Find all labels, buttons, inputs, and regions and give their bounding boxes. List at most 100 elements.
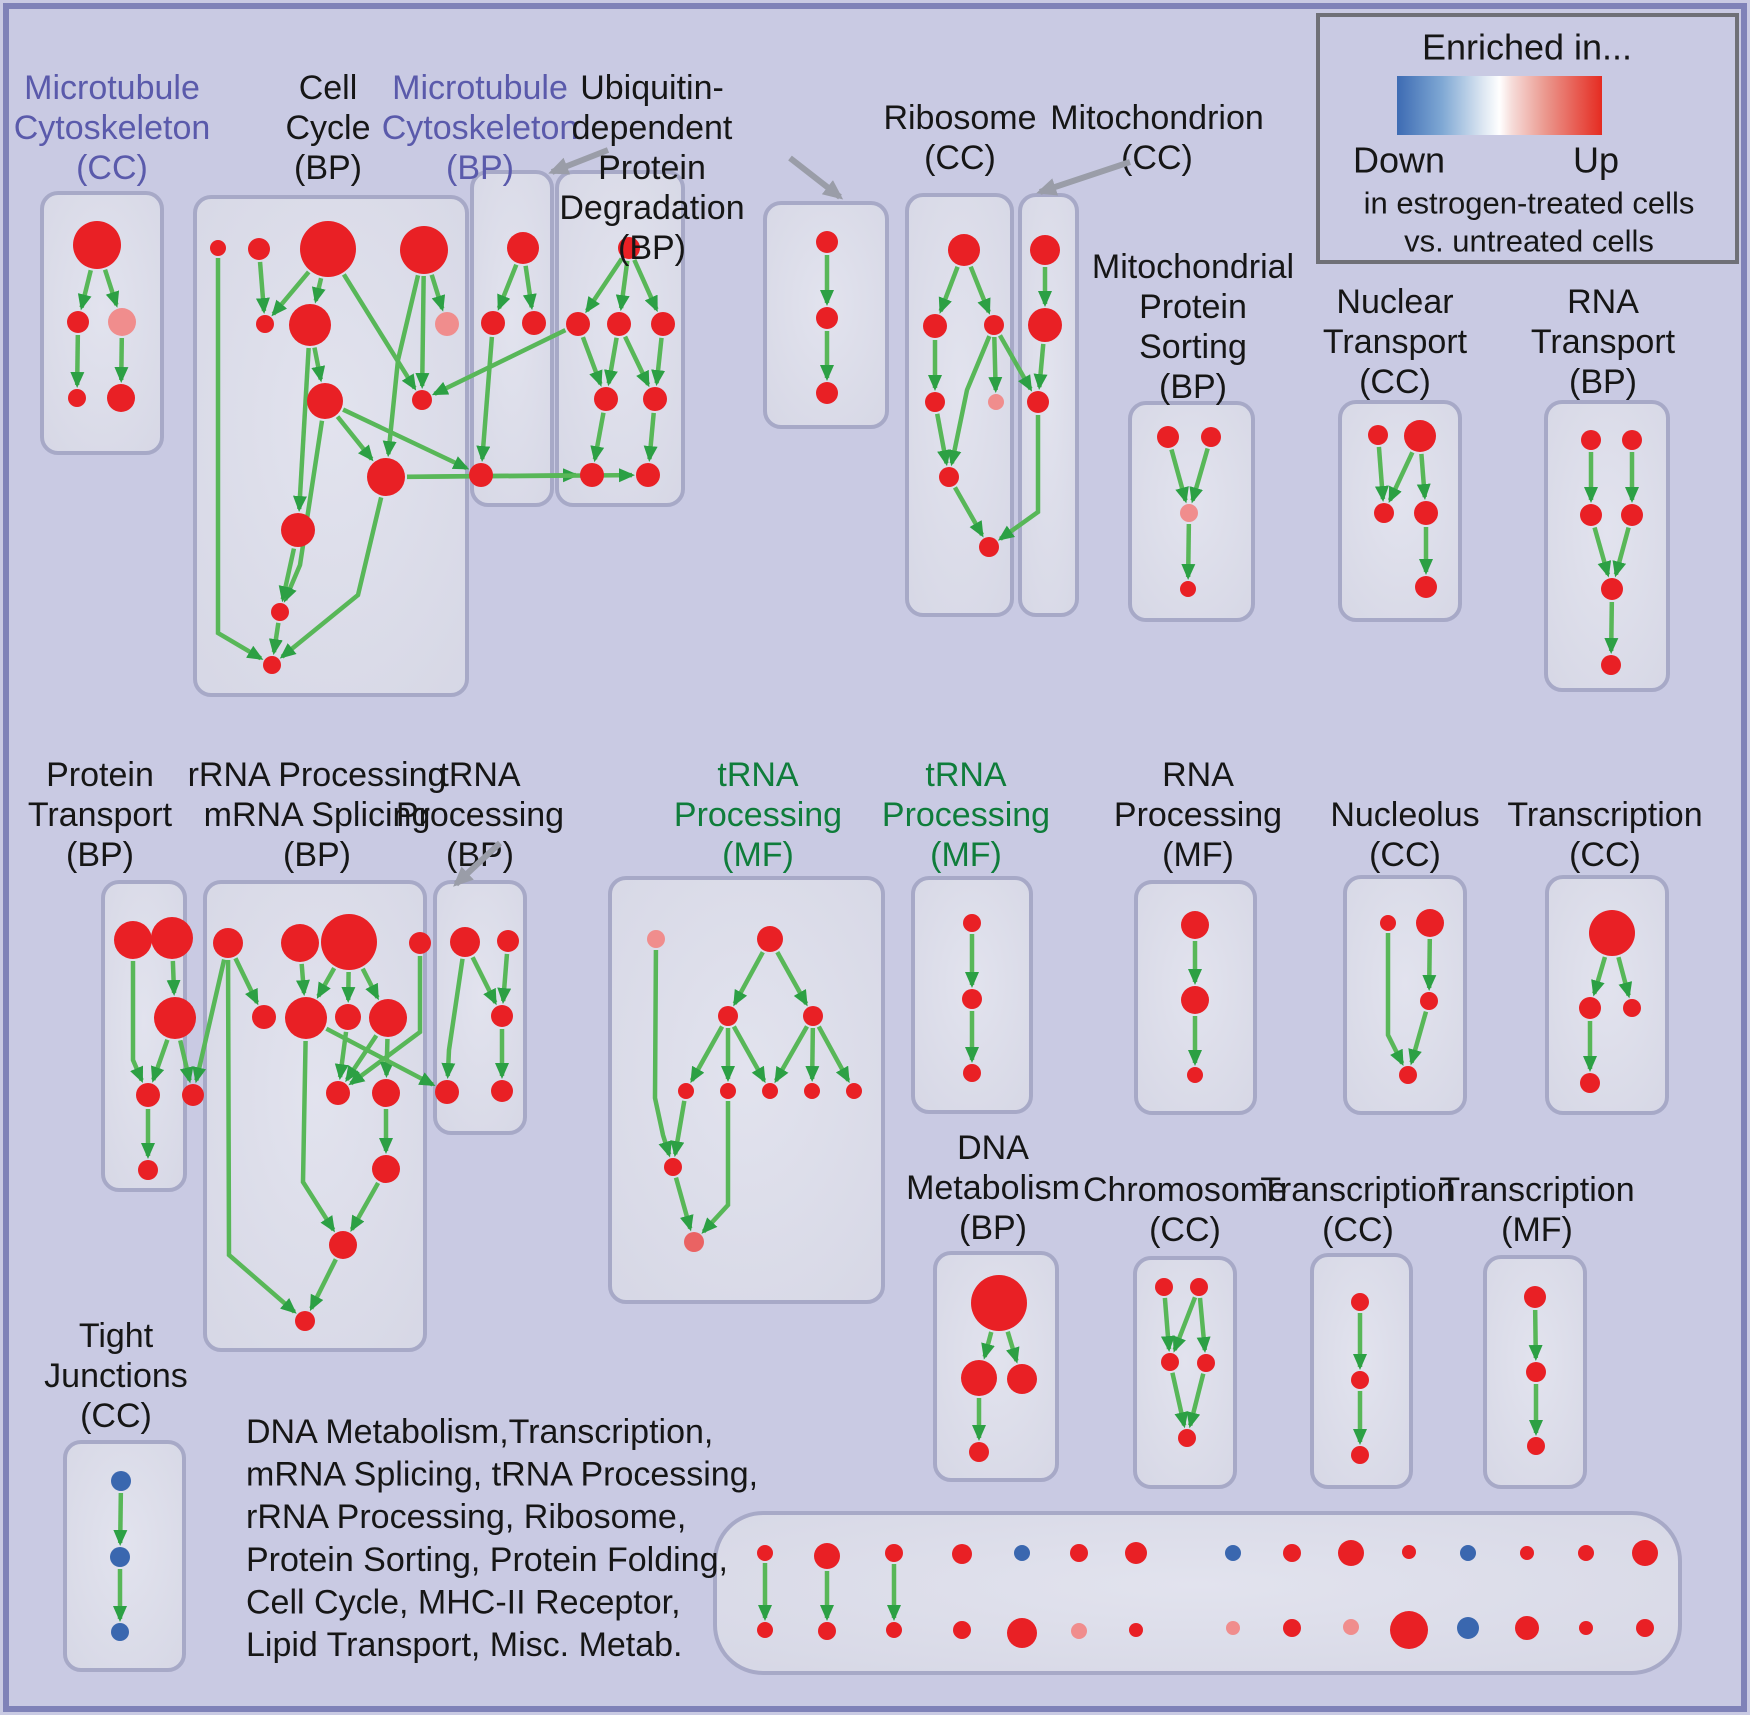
category-text-block: DNA Metabolism,Transcription, mRNA Splici… [246, 1413, 758, 1664]
graph-node [979, 537, 999, 557]
label-pointer-arrow [453, 840, 503, 887]
graph-node [804, 1083, 820, 1099]
graph-edge [102, 269, 120, 308]
graph-node [522, 311, 546, 335]
cluster-box-nuctrans [1338, 400, 1462, 622]
graph-edge [309, 1258, 338, 1312]
cluster-label-rnatrans: (BP) [1569, 363, 1637, 401]
graph-node [762, 1083, 778, 1099]
graph-node [1190, 1278, 1208, 1296]
graph-node [400, 226, 448, 274]
graph-edge [774, 1025, 809, 1084]
cluster-label-ubiq1: (BP) [618, 229, 686, 267]
cluster-label-prottrans: Protein [46, 756, 154, 794]
legend-down-label: Down [1353, 140, 1445, 181]
graph-edge [178, 1039, 194, 1084]
graph-node [372, 1079, 400, 1107]
cluster-label-chromosome: Chromosome [1083, 1171, 1287, 1209]
matrix-node [1578, 1545, 1594, 1561]
cluster-label-ubiq1: dependent [572, 109, 733, 147]
matrix-node [885, 1544, 903, 1562]
graph-edge [1169, 448, 1189, 504]
cluster-box-transcc2 [1310, 1253, 1413, 1489]
graph-node [289, 304, 331, 346]
graph-node [923, 314, 947, 338]
legend-box [1316, 13, 1739, 264]
matrix-node [1632, 1540, 1658, 1566]
graph-node [285, 997, 327, 1039]
graph-node [1027, 391, 1049, 413]
graph-edge [988, 336, 1003, 394]
cluster-label-ubiq1: Degradation [559, 189, 744, 227]
graph-edge [816, 1025, 851, 1084]
matrix-node [757, 1545, 773, 1561]
graph-node [252, 1005, 276, 1029]
cluster-label-mtcc: (CC) [76, 149, 148, 187]
text-block-line: Protein Sorting, Protein Folding, [246, 1541, 728, 1579]
graph-edge [233, 957, 260, 1006]
matrix-node [1460, 1545, 1476, 1561]
graph-node [816, 307, 838, 329]
graph-edge [643, 412, 658, 463]
graph-edge [345, 1034, 379, 1083]
graph-node [1589, 910, 1635, 956]
graph-node [1180, 581, 1196, 597]
graph-edge [295, 963, 310, 997]
matrix-node [1283, 1544, 1301, 1562]
graph-edges [70, 255, 1639, 1622]
text-block-line: DNA Metabolism,Transcription, [246, 1413, 713, 1451]
graph-node [566, 312, 590, 336]
cluster-label-trnamf1: (MF) [722, 836, 794, 874]
graph-node [1178, 1429, 1196, 1447]
graph-node [678, 1083, 694, 1099]
legend-title: Enriched in... [1422, 27, 1632, 68]
graph-node [1028, 308, 1062, 342]
cluster-label-transcc: (CC) [1569, 836, 1641, 874]
graph-node [1623, 999, 1641, 1017]
cluster-label-transcc2: (CC) [1322, 1211, 1394, 1249]
graph-node [664, 1158, 682, 1176]
graph-node [1399, 1066, 1417, 1084]
graph-edge [590, 412, 606, 463]
graph-node [1524, 1286, 1546, 1308]
graph-edge [316, 967, 337, 999]
matrix-node [1071, 1623, 1087, 1639]
graph-edge [278, 548, 297, 603]
graph-edge [1592, 526, 1612, 578]
graph-edge [731, 1025, 767, 1084]
cluster-label-trnamf2: (MF) [930, 836, 1002, 874]
cluster-label-mtbp: Cytoskeleton [382, 109, 579, 147]
graph-node [939, 467, 959, 487]
matrix-box [713, 1511, 1682, 1675]
graph-node [1351, 1446, 1369, 1464]
graph-node [154, 997, 196, 1039]
graph-edge [1374, 446, 1389, 503]
graph-node [335, 1004, 361, 1030]
graph-node [1415, 576, 1437, 598]
cluster-label-ribosome: (CC) [924, 139, 996, 177]
matrix-node [1579, 1621, 1593, 1635]
cluster-label-tightj: Tight [79, 1317, 154, 1355]
annotation-arrows [453, 147, 1131, 887]
graph-node [281, 924, 319, 962]
graph-edge [130, 961, 144, 1084]
graph-node [1181, 911, 1209, 939]
legend: Enriched in... Down Up in estrogen-treat… [1316, 13, 1739, 264]
cluster-label-rnaprocmf: Processing [1114, 796, 1282, 834]
graph-edge [225, 959, 297, 1314]
graph-edge [325, 1026, 436, 1087]
graph-node [963, 914, 981, 932]
graph-edge [1408, 1010, 1429, 1066]
graph-edge [1612, 526, 1631, 578]
cluster-label-trnabp: tRNA [439, 756, 521, 794]
graph-node [718, 1006, 738, 1026]
graph-node [1161, 1353, 1179, 1371]
graph-edge [1033, 343, 1048, 391]
graph-edge [1422, 938, 1437, 992]
graph-edge [300, 1040, 336, 1233]
graph-node [281, 513, 315, 547]
graph-edge [429, 274, 446, 312]
graph-node [1197, 1354, 1215, 1372]
graph-node [1579, 997, 1601, 1019]
